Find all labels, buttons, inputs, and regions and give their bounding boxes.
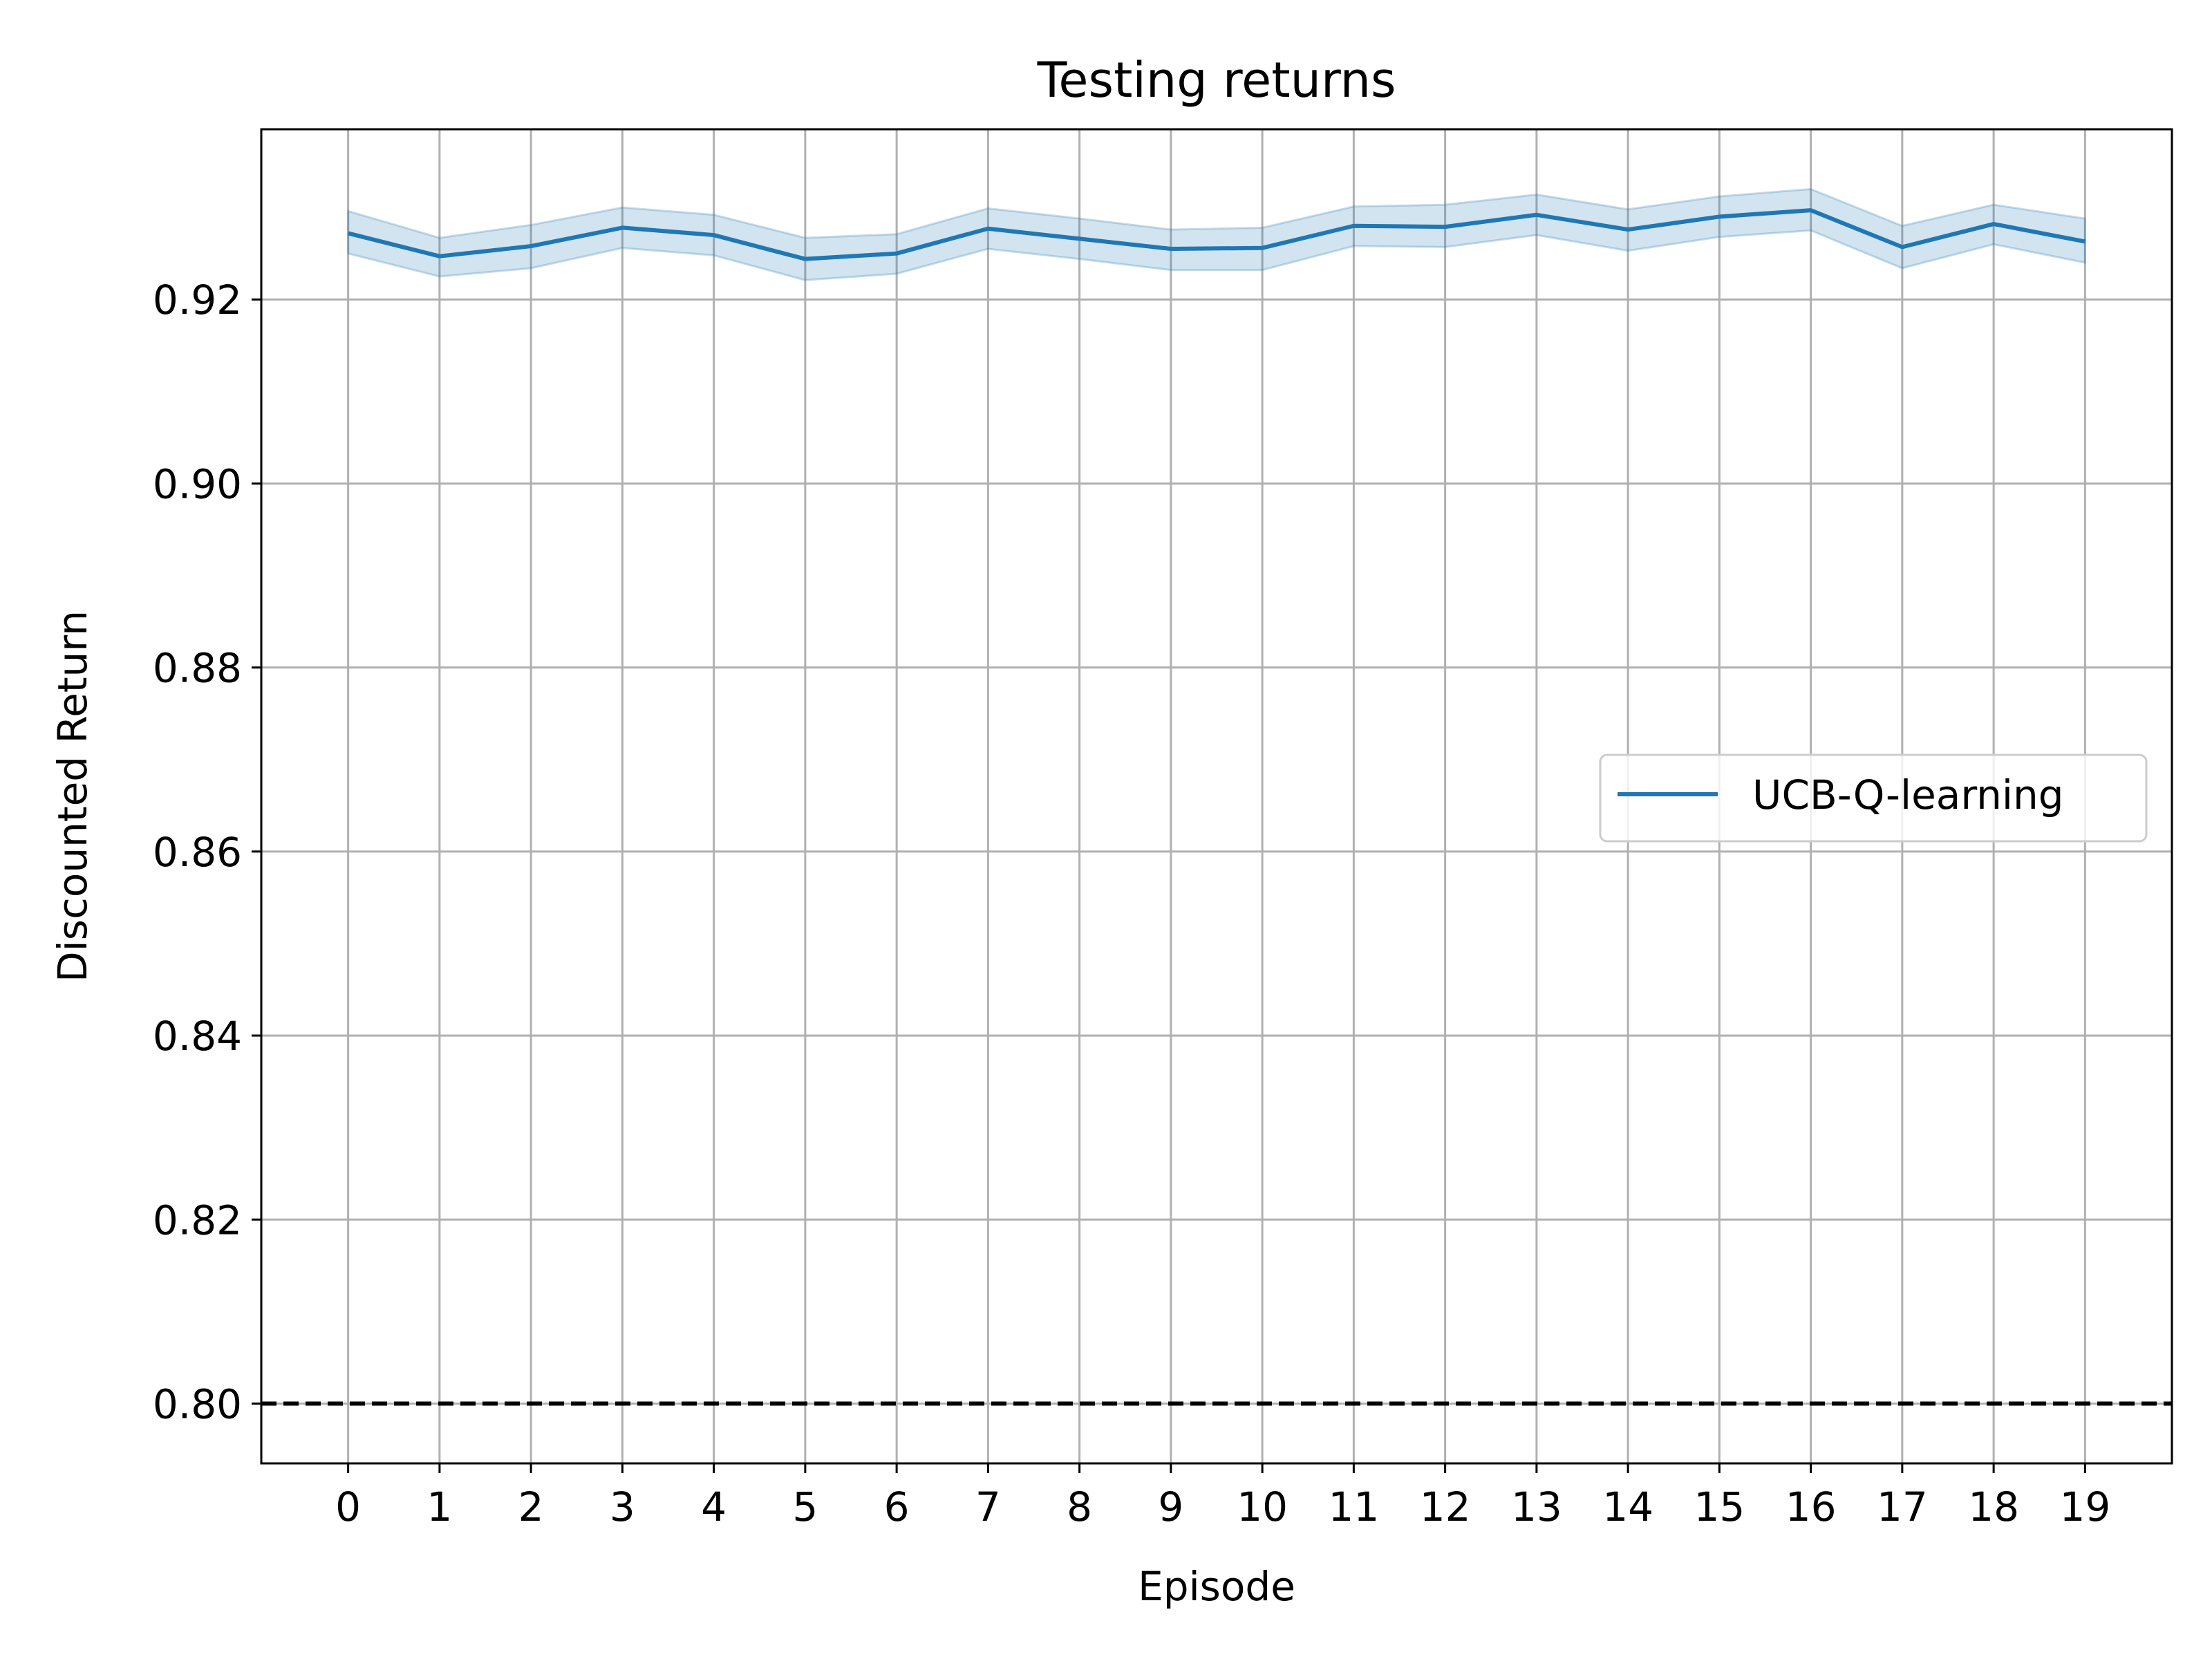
x-tick-label: 11 xyxy=(1328,1483,1379,1530)
y-tick-label: 0.88 xyxy=(153,645,242,692)
legend-label-ucb-q-learning: UCB-Q-learning xyxy=(1752,771,2064,818)
x-tick-label: 0 xyxy=(335,1483,361,1530)
y-axis-title: Discounted Return xyxy=(49,610,96,982)
confidence-bands xyxy=(347,187,2086,281)
x-tick-label: 3 xyxy=(610,1483,635,1530)
chart-title: Testing returns xyxy=(1037,52,1396,109)
x-tick-label: 6 xyxy=(884,1483,910,1530)
y-tick-label: 0.90 xyxy=(153,460,242,507)
confidence-band xyxy=(347,187,2086,281)
series-lines xyxy=(347,208,2086,261)
x-tick-label: 15 xyxy=(1694,1483,1745,1530)
x-tick-label: 7 xyxy=(975,1483,1001,1530)
y-tick-label: 0.82 xyxy=(153,1197,242,1244)
x-tick-label: 4 xyxy=(701,1483,727,1530)
x-tick-label: 9 xyxy=(1158,1483,1183,1530)
x-tick-label: 8 xyxy=(1067,1483,1092,1530)
legend-box xyxy=(1599,753,2148,843)
x-tick-label: 13 xyxy=(1511,1483,1562,1530)
x-tick-label: 16 xyxy=(1785,1483,1837,1530)
x-tick-label: 17 xyxy=(1877,1483,1928,1530)
x-axis-title: Episode xyxy=(1138,1563,1295,1610)
y-tick-label: 0.84 xyxy=(153,1013,242,1060)
x-tick-label: 2 xyxy=(518,1483,544,1530)
y-tick-label: 0.80 xyxy=(153,1380,242,1427)
x-tick-label: 18 xyxy=(1968,1483,2019,1530)
x-tick-label: 12 xyxy=(1420,1483,1471,1530)
x-tick-label: 10 xyxy=(1237,1483,1288,1530)
y-tick-label: 0.86 xyxy=(153,829,242,876)
y-axis-ticks: 0.80 0.82 0.84 0.86 0.88 0.90 0.92 xyxy=(153,276,261,1427)
x-tick-label: 19 xyxy=(2059,1483,2110,1530)
x-tick-label: 1 xyxy=(427,1483,452,1530)
series-line xyxy=(347,208,2086,261)
x-tick-label: 5 xyxy=(792,1483,818,1530)
legend: UCB-Q-learning xyxy=(1599,753,2148,843)
x-axis-ticks: 0 1 2 3 4 5 6 7 8 9 10 11 12 13 14 15 16 17 18 19 xyxy=(335,1463,2110,1530)
plot-frame xyxy=(260,128,2173,1465)
y-tick-label: 0.92 xyxy=(153,276,242,324)
x-tick-label: 14 xyxy=(1602,1483,1653,1530)
